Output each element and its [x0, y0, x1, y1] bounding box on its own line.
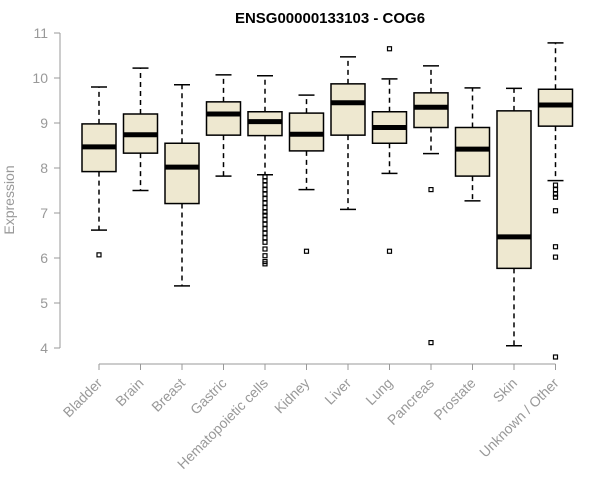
x-tick-label: Liver: [321, 375, 354, 408]
outlier-point: [262, 253, 268, 259]
outlier-point: [262, 200, 268, 206]
x-tick-label: Skin: [490, 375, 521, 406]
box: [330, 83, 366, 136]
outlier-point: [552, 182, 559, 188]
y-axis: 4 5 6 7 8 9 10 11: [32, 25, 61, 356]
x-tick-label: Unknown / Other: [476, 375, 562, 461]
x-tick-label: Prostate: [430, 375, 478, 423]
outlier-point: [552, 244, 559, 250]
outlier-point: [262, 182, 268, 188]
outlier-point: [262, 187, 268, 193]
y-axis-label: Expression: [1, 165, 17, 234]
box: [454, 126, 491, 177]
x-tick-label: Lung: [362, 375, 395, 408]
box-group: [454, 87, 491, 202]
outlier-point: [262, 226, 268, 232]
box-group: [537, 42, 574, 360]
outlier-point: [262, 217, 268, 223]
outlier-point: [552, 208, 559, 214]
box-group: [413, 65, 449, 346]
outlier-point: [262, 235, 268, 241]
box: [537, 88, 574, 127]
box-group: [81, 86, 117, 258]
box-group: [205, 74, 242, 177]
chart-title: ENSG00000133103 - COG6: [235, 10, 425, 27]
box-group: [288, 94, 325, 254]
outlier-point: [262, 246, 268, 252]
outlier-point: [262, 230, 268, 236]
outlier-point: [552, 254, 559, 260]
outlier-point: [303, 248, 310, 254]
y-tick-label: 6: [40, 250, 48, 266]
outlier-point: [552, 191, 559, 197]
outlier-point: [552, 194, 559, 200]
y-tick-label: 7: [40, 205, 48, 221]
y-tick-label: 5: [40, 295, 48, 311]
outlier-point: [428, 340, 434, 346]
box: [205, 101, 242, 136]
y-tick-label: 11: [33, 25, 48, 41]
box-group: [247, 75, 283, 267]
outlier-point: [552, 354, 559, 360]
y-tick-label: 10: [32, 70, 48, 86]
outlier-point: [386, 46, 393, 52]
x-tick-label: Kidney: [271, 375, 313, 417]
box-group: [371, 46, 408, 254]
outlier-point: [262, 239, 268, 245]
box-series: [81, 42, 574, 360]
x-tick-label: Bladder: [60, 375, 106, 421]
outlier-point: [262, 261, 268, 267]
box-group: [122, 67, 159, 192]
outlier-point: [262, 209, 268, 215]
box-group: [330, 56, 366, 211]
box-group: [496, 87, 532, 347]
outlier-point: [96, 252, 102, 258]
box-group: [164, 84, 200, 287]
box: [413, 92, 449, 129]
outlier-point: [262, 191, 268, 197]
outlier-point: [262, 221, 268, 227]
y-tick-label: 4: [40, 340, 48, 356]
outlier-point: [552, 187, 559, 193]
box: [496, 110, 532, 270]
outlier-point: [428, 187, 434, 193]
box: [164, 142, 200, 205]
outlier-point: [386, 248, 393, 254]
y-tick-label: 9: [40, 115, 48, 131]
y-tick-label: 8: [40, 160, 48, 176]
outlier-point: [262, 196, 268, 202]
outlier-point: [262, 205, 268, 211]
x-tick-label: Brain: [112, 375, 146, 409]
x-tick-label: Breast: [148, 375, 188, 415]
